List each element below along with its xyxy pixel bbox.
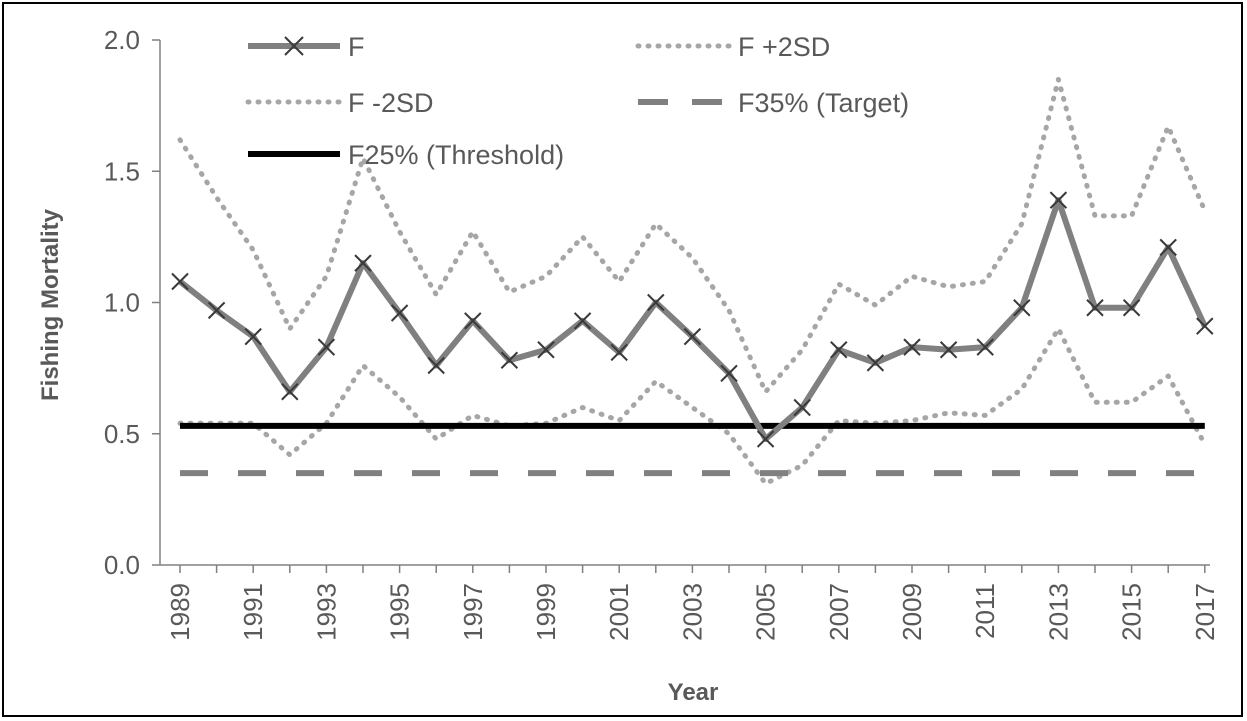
- legend-label: F -2SD: [348, 88, 434, 118]
- f-point-marker: [281, 383, 299, 401]
- marker-stroke: [610, 343, 628, 362]
- marker-stroke: [1086, 299, 1104, 317]
- marker-stroke: [1122, 299, 1141, 317]
- legend-label: F +2SD: [738, 32, 830, 62]
- f-point-marker: [610, 343, 628, 362]
- marker-stroke: [207, 301, 226, 320]
- f-point-marker: [866, 354, 885, 372]
- marker-stroke: [647, 293, 665, 312]
- f-point-marker: [756, 430, 775, 448]
- legend-item-2: F -2SD: [245, 88, 434, 118]
- x-tick-label: 2009: [897, 583, 927, 641]
- marker-stroke: [171, 272, 189, 291]
- x-tick-label: 2005: [751, 583, 781, 641]
- legend: F F +2SD F -2SD F35% (Target) F25% (Threshol…: [245, 32, 909, 170]
- x-tick-label: 1997: [458, 583, 488, 641]
- f-point-marker: [1196, 317, 1214, 335]
- y-tick-label: 1.0: [104, 288, 140, 318]
- marker-stroke: [1013, 299, 1031, 317]
- x-tick-label: 1989: [165, 583, 195, 641]
- y-tick-label: 2.0: [104, 25, 140, 55]
- f-point-marker: [1086, 299, 1104, 317]
- f-point-marker: [1013, 299, 1031, 317]
- series-line-0: [178, 197, 1208, 442]
- f-point-marker: [464, 312, 482, 330]
- x-tick-label: 1999: [531, 583, 561, 641]
- f-point-marker: [976, 338, 994, 356]
- legend-label: F: [348, 32, 365, 62]
- f-point-marker: [537, 341, 555, 359]
- marker-stroke: [464, 312, 482, 330]
- y-tick-label: 1.5: [104, 156, 140, 186]
- x-tick-label: 2003: [677, 583, 707, 641]
- marker-stroke: [720, 364, 738, 383]
- marker-stroke: [830, 341, 848, 359]
- series-line-1: [177, 76, 1208, 395]
- marker-stroke: [903, 338, 921, 356]
- x-axis-title: Year: [668, 679, 719, 706]
- marker-stroke: [939, 341, 958, 359]
- x-tick-label: 1993: [311, 583, 341, 641]
- x-tick-label: 2017: [1190, 583, 1220, 641]
- f-point-marker: [1159, 238, 1177, 257]
- f-point-marker: [500, 351, 519, 369]
- f-point-marker: [793, 398, 811, 417]
- legend-label: F25% (Threshold): [348, 140, 564, 170]
- marker-stroke: [1196, 317, 1214, 335]
- f-point-marker: [647, 293, 665, 312]
- marker-stroke: [537, 341, 555, 359]
- marker-stroke: [683, 327, 702, 346]
- x-tick-label: 2001: [604, 583, 634, 641]
- legend-item-1: F +2SD: [635, 32, 830, 62]
- x-tick-label: 2011: [970, 583, 1000, 639]
- marker-stroke: [866, 354, 885, 372]
- f-point-marker: [244, 327, 262, 346]
- f-point-marker: [354, 254, 372, 272]
- f-point-marker: [830, 341, 848, 359]
- marker-stroke: [756, 430, 775, 448]
- marker-stroke: [1049, 191, 1068, 209]
- marker-stroke: [500, 351, 519, 369]
- series-layer: [171, 76, 1214, 487]
- marker-stroke: [793, 398, 811, 417]
- x-tick-label: 1995: [385, 583, 415, 641]
- marker-stroke: [317, 338, 336, 356]
- marker-stroke: [427, 356, 445, 375]
- x-tick-label: 1991: [238, 583, 268, 641]
- f-point-marker: [683, 327, 702, 346]
- f-point-marker: [939, 341, 958, 359]
- legend-marker: [284, 36, 304, 56]
- marker-stroke: [354, 254, 372, 272]
- legend-item-0: F: [248, 32, 365, 62]
- marker-stroke: [281, 383, 299, 401]
- legend-item-4: F25% (Threshold): [248, 140, 564, 170]
- marker-stroke: [976, 338, 994, 356]
- f-point-marker: [171, 272, 189, 291]
- f-point-marker: [427, 356, 445, 375]
- series-line-2: [177, 326, 1208, 487]
- legend-label: F35% (Target): [738, 88, 909, 118]
- f-point-marker: [903, 338, 921, 356]
- marker-stroke: [244, 327, 262, 346]
- f-point-marker: [317, 338, 336, 356]
- legend-item-3: F35% (Target): [638, 88, 909, 118]
- f-point-marker: [207, 301, 226, 320]
- f-point-marker: [1122, 299, 1141, 317]
- f-point-marker: [1049, 191, 1068, 209]
- f-point-marker: [720, 364, 738, 383]
- x-tick-label: 2007: [824, 583, 854, 641]
- marker-stroke: [1159, 238, 1177, 257]
- axes: 0.0 0.5 1.0 1.5 2.0 1989 1991 1993 1995 1997 1999 2…: [104, 25, 1220, 641]
- marker-stroke: [390, 304, 409, 322]
- y-tick-label: 0.5: [104, 419, 140, 449]
- x-tick-label: 2013: [1043, 583, 1073, 641]
- f-point-marker: [573, 312, 592, 330]
- x-tick-label: 2015: [1117, 583, 1147, 641]
- y-axis-title: Fishing Mortality: [37, 208, 64, 401]
- marker-stroke: [573, 312, 592, 330]
- f-point-marker: [390, 304, 409, 322]
- y-tick-label: 0.0: [104, 550, 140, 580]
